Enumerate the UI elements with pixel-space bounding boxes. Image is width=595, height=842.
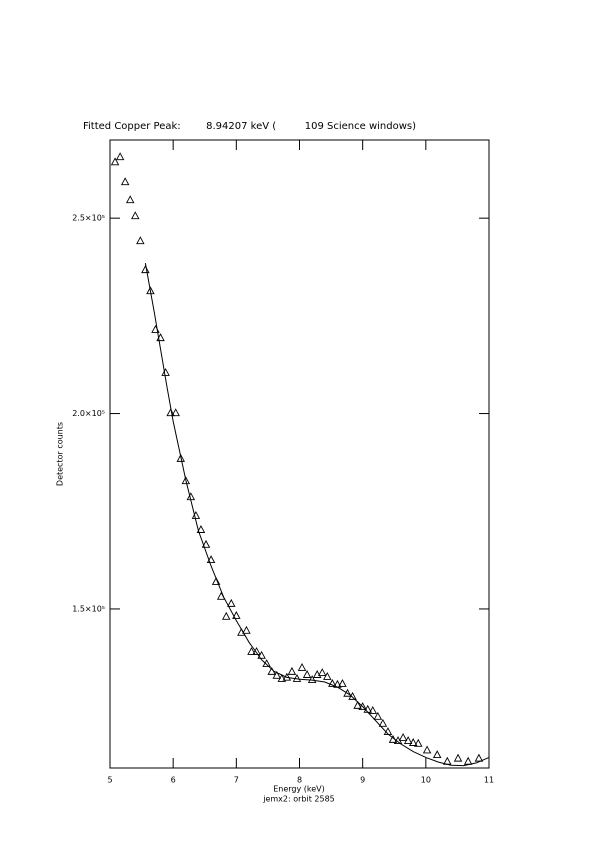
data-point [398, 732, 408, 741]
data-point [242, 625, 251, 634]
data-point [302, 670, 312, 678]
data-point [115, 152, 125, 161]
x-tick-label: 9 [360, 776, 365, 785]
data-point [201, 539, 211, 548]
data-point [323, 671, 332, 680]
data-point [252, 646, 261, 655]
data-point [368, 705, 378, 714]
data-point [166, 408, 175, 417]
chart-title: Fitted Copper Peak: 8.94207 keV ( 109 Sc… [83, 121, 416, 132]
x-axis-label: Energy (keV) [273, 785, 325, 794]
fit-line [144, 263, 490, 767]
data-point [125, 195, 135, 204]
data-point [257, 650, 266, 659]
data-point [297, 663, 307, 671]
data-point [413, 738, 423, 747]
data-point [474, 753, 484, 762]
x-tick-label: 5 [107, 776, 112, 785]
x-tick-label: 10 [421, 776, 431, 785]
data-point [432, 750, 442, 759]
data-point [227, 598, 236, 607]
data-point [373, 711, 383, 720]
data-point [110, 157, 120, 166]
data-point [277, 673, 287, 682]
data-point [181, 476, 191, 485]
data-point [136, 236, 145, 245]
y-tick-label: 2.5×10⁵ [72, 214, 105, 223]
data-point [211, 577, 221, 585]
data-point [353, 700, 362, 709]
data-point [422, 745, 432, 754]
data-point [171, 408, 180, 417]
data-point [196, 525, 206, 533]
y-tick-label: 1.5×10⁵ [72, 604, 105, 613]
data-point [272, 670, 282, 679]
data-point [176, 453, 186, 462]
subtitle: jemx2: orbit 2585 [262, 795, 335, 804]
data-point [338, 679, 347, 687]
data-point [378, 718, 388, 727]
data-point [161, 367, 170, 376]
data-point [247, 646, 256, 655]
data-point [358, 702, 367, 710]
data-point [120, 177, 130, 186]
data-point [206, 555, 216, 564]
data-point [232, 611, 241, 619]
y-axis-label: Detector counts [56, 422, 65, 486]
data-point [408, 738, 418, 746]
data-point [307, 675, 317, 684]
x-tick-label: 11 [484, 776, 494, 785]
data-point [328, 679, 337, 687]
data-point [141, 265, 150, 274]
data-point [403, 736, 413, 744]
x-tick-label: 8 [297, 776, 302, 785]
data-point [131, 211, 140, 220]
x-tick-label: 7 [234, 776, 239, 785]
data-point [317, 668, 327, 676]
y-tick-label: 2.0×10⁵ [72, 409, 105, 418]
data-point [453, 753, 463, 762]
x-tick-label: 6 [171, 776, 176, 785]
data-point [287, 666, 297, 675]
data-point [343, 688, 352, 697]
data-point [221, 611, 231, 620]
